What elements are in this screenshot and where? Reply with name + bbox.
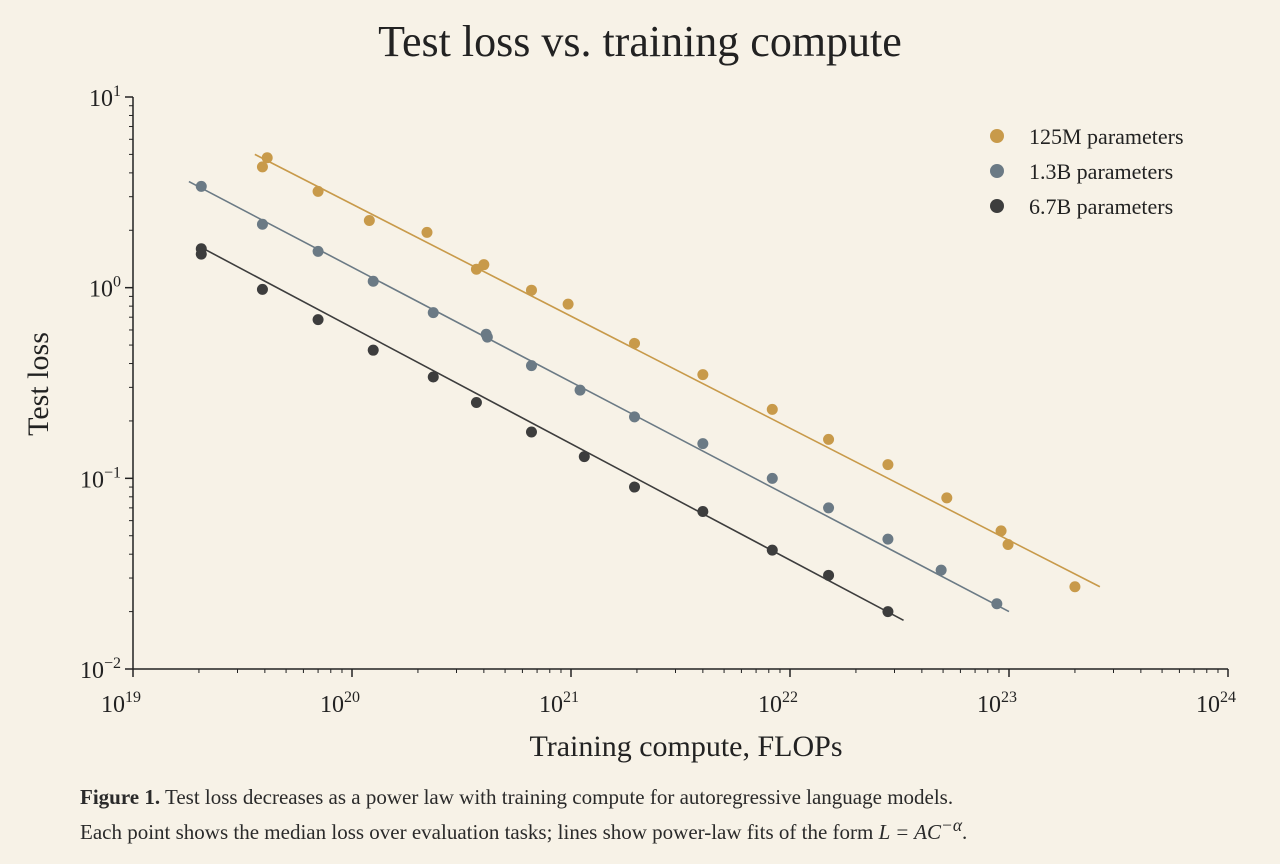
data-point-series-2	[629, 481, 641, 493]
data-point-series-0	[261, 152, 273, 164]
data-point-series-1	[525, 360, 537, 372]
caption-end: .	[962, 820, 968, 844]
y-tick-label: 100	[89, 274, 121, 303]
chart-title: Test loss vs. training compute	[378, 17, 902, 66]
fit-lines	[188, 153, 1101, 622]
data-point-series-0	[1002, 538, 1014, 550]
data-point-series-0	[629, 337, 641, 349]
y-tick-label: 101	[89, 83, 121, 112]
data-point-series-2	[470, 396, 482, 408]
data-point-series-1	[481, 331, 493, 343]
data-point-series-1	[935, 564, 947, 576]
data-point-series-0	[766, 403, 778, 415]
caption-line-2: Each point shows the median loss over ev…	[80, 811, 1220, 846]
fit-line-series-1	[188, 180, 1010, 613]
data-point-series-0	[478, 259, 490, 271]
data-point-series-0	[421, 226, 433, 238]
data-point-series-2	[195, 248, 207, 260]
data-point-series-2	[882, 606, 894, 618]
data-point-series-0	[562, 298, 574, 310]
data-point-series-0	[256, 161, 268, 173]
data-point-series-1	[195, 180, 207, 192]
data-point-series-0	[995, 525, 1007, 537]
data-point-series-1	[574, 384, 586, 396]
x-tick-label: 1019	[101, 689, 141, 718]
legend-label: 125M parameters	[1029, 124, 1184, 149]
caption-line-1: Figure 1. Test loss decreases as a power…	[80, 783, 1220, 811]
fit-line-series-2	[198, 245, 904, 622]
x-tick-label: 1020	[320, 689, 360, 718]
legend-marker	[990, 199, 1004, 213]
y-axis-label: Test loss	[22, 332, 55, 436]
caption-formula-exponent: −α	[941, 815, 963, 835]
data-point-series-1	[256, 218, 268, 230]
y-axis: 101 100 10−1 10−2	[80, 83, 134, 684]
legend-marker	[990, 129, 1004, 143]
data-point-series-2	[427, 371, 439, 383]
data-point-series-0	[941, 492, 953, 504]
data-point-series-1	[697, 438, 709, 450]
data-point-series-0	[1069, 581, 1081, 593]
data-point-series-2	[312, 314, 324, 326]
data-point-series-2	[256, 283, 268, 295]
data-point-series-2	[367, 344, 379, 356]
x-axis-label: Training compute, FLOPs	[529, 730, 842, 763]
data-point-series-2	[525, 426, 537, 438]
data-point-series-0	[823, 433, 835, 445]
fit-line-series-0	[254, 153, 1101, 588]
chart: Test loss vs. training compute 101 100 10−…	[22, 17, 1236, 763]
figure-caption: Figure 1. Test loss decreases as a power…	[80, 783, 1220, 846]
data-point-series-1	[823, 502, 835, 514]
data-point-series-0	[525, 284, 537, 296]
y-tick-label: 10−1	[80, 464, 121, 493]
y-tick-label: 10−2	[80, 655, 121, 684]
legend-label: 6.7B parameters	[1029, 194, 1173, 219]
data-point-series-2	[823, 569, 835, 581]
legend: 125M parameters 1.3B parameters 6.7B param…	[990, 124, 1184, 219]
data-point-series-1	[991, 598, 1003, 610]
data-point-series-0	[363, 215, 375, 227]
legend-marker	[990, 164, 1004, 178]
caption-text-1: Test loss decreases as a power law with …	[164, 785, 954, 809]
x-axis: 1019 1020 1021 1022 1023 1024	[101, 668, 1236, 718]
data-point-series-0	[697, 369, 709, 381]
legend-label: 1.3B parameters	[1029, 159, 1173, 184]
data-points	[195, 152, 1081, 618]
data-point-series-0	[312, 185, 324, 197]
x-tick-label: 1021	[539, 689, 579, 718]
data-point-series-1	[312, 245, 324, 257]
data-point-series-2	[578, 451, 590, 463]
x-tick-label: 1023	[977, 689, 1017, 718]
data-point-series-2	[766, 544, 778, 556]
data-point-series-2	[697, 505, 709, 517]
data-point-series-1	[882, 533, 894, 545]
data-point-series-1	[766, 472, 778, 484]
caption-formula: L = AC	[878, 820, 942, 844]
caption-text-2: Each point shows the median loss over ev…	[80, 820, 874, 844]
data-point-series-1	[367, 275, 379, 287]
caption-label: Figure 1.	[80, 785, 161, 809]
x-tick-label: 1022	[758, 689, 798, 718]
data-point-series-0	[882, 459, 894, 471]
x-tick-label: 1024	[1196, 689, 1236, 718]
data-point-series-1	[427, 307, 439, 319]
data-point-series-1	[629, 411, 641, 423]
